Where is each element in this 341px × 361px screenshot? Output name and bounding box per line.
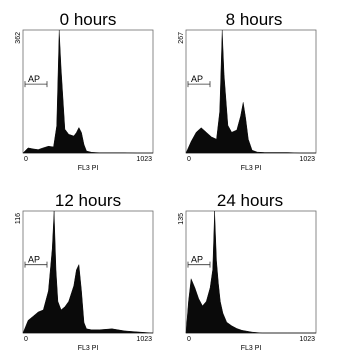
x-axis-label: FL3 PI (78, 165, 99, 172)
panel-0-hours: 0 hours 0 1023 362 FL3 PI AP (15, 10, 154, 172)
panel-title: 12 hours (55, 191, 121, 210)
x-tick-max: 1023 (136, 336, 152, 343)
histogram-area (22, 29, 153, 154)
ap-label: AP (28, 255, 40, 265)
panel-title: 8 hours (226, 10, 283, 29)
x-tick-min: 0 (187, 156, 191, 163)
x-axis-label: FL3 PI (78, 345, 99, 352)
panel-8-hours: 8 hours 0 1023 267 FL3 PI AP (178, 10, 317, 172)
panel-title: 0 hours (60, 10, 117, 29)
panel-24-hours: 24 hours 0 1023 135 FL3 PI AP (178, 191, 317, 352)
ap-label: AP (191, 74, 203, 84)
y-tick-max: 267 (178, 32, 185, 44)
y-tick-max: 116 (15, 213, 22, 224)
ap-label: AP (191, 255, 203, 265)
x-axis-label: FL3 PI (241, 345, 262, 352)
x-axis-label: FL3 PI (241, 165, 262, 172)
x-tick-min: 0 (24, 156, 28, 163)
histogram-area (185, 210, 316, 334)
x-tick-min: 0 (24, 336, 28, 343)
y-tick-max: 362 (15, 32, 22, 44)
x-tick-max: 1023 (299, 336, 315, 343)
histogram-area (22, 210, 154, 334)
y-tick-max: 135 (178, 213, 185, 225)
panel-title: 24 hours (217, 191, 283, 210)
plot-frame (22, 29, 154, 154)
panel-12-hours: 12 hours 0 1023 116 FL3 PI AP (15, 191, 154, 352)
histogram-area (185, 29, 316, 154)
x-tick-max: 1023 (136, 156, 152, 163)
ap-label: AP (28, 74, 40, 84)
x-tick-max: 1023 (299, 156, 315, 163)
x-tick-min: 0 (187, 336, 191, 343)
